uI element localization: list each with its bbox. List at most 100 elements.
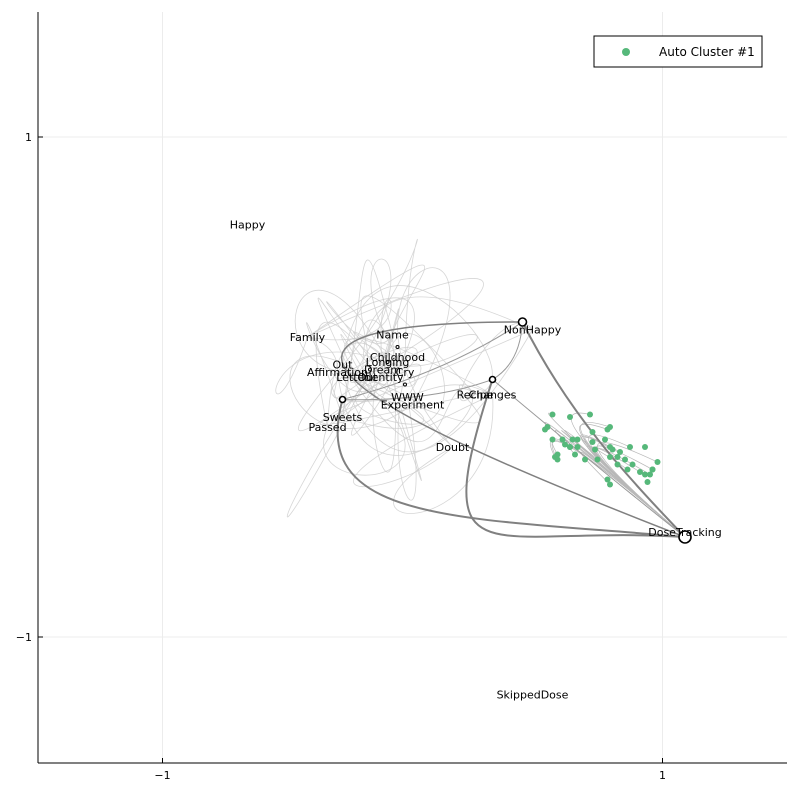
edge-light [307,336,388,399]
tick-labels: −1 1 1 −1 [16,131,666,782]
cluster-point [607,454,613,460]
hub-node [368,367,372,372]
cluster-point [589,429,596,435]
edge-light [307,278,484,363]
cluster-point [549,411,556,418]
cluster-point [649,466,656,473]
node-label: Identity [361,371,404,384]
edge-light [412,384,493,424]
node-label: Changes [469,389,517,402]
node-label: Recipe [457,389,494,402]
node-label: Name [376,329,409,342]
node-label: Sweets [323,411,363,424]
cluster-point [647,471,653,478]
hub-node [517,317,528,327]
edge-heavy [336,399,686,538]
cluster-points [542,411,661,488]
node-label: Doubt [436,441,470,454]
hub-node [678,530,692,544]
cluster-point [642,444,648,450]
edge-cluster [561,430,686,538]
edge-medium [492,321,523,380]
cluster-point [559,436,566,443]
edge-light [337,238,418,373]
cluster-point [569,436,576,443]
node-label: Out [358,371,379,384]
edge-light [382,308,399,378]
cluster-point [589,439,596,445]
cluster-point [562,441,568,448]
legend: Auto Cluster #1 [593,35,763,68]
cluster-point [614,454,621,460]
legend-label: Auto Cluster #1 [659,45,755,59]
cluster-point [542,426,548,433]
edge-light [327,351,398,428]
x-tick-label: 1 [659,769,666,782]
node-label: Out [333,359,354,372]
node-label: Dream [364,364,401,377]
y-tick-label: 1 [25,131,32,144]
cluster-point [654,459,661,465]
edge-light [342,295,476,395]
edge-light [307,264,426,370]
edge-heavy [521,321,686,538]
legend-marker [622,48,630,56]
cluster-point [627,444,633,450]
node-label: DoseTracking [648,526,722,539]
cluster-point [567,414,573,420]
cluster-point [587,411,593,418]
edge-light [315,321,398,428]
cluster-point [574,436,581,443]
edge-light [326,301,393,378]
edge-heavy [465,379,686,538]
node-label: Cry [396,366,415,379]
cluster-point [609,446,616,453]
node-label: Longing [366,356,410,369]
edge-light [382,334,478,370]
cluster-point [607,481,613,488]
edge-light [352,258,398,378]
edge-light [327,371,395,428]
edge-medium [492,379,686,538]
edge-light [319,329,533,426]
node-label: Happy [230,219,266,232]
cluster-point [637,469,643,475]
cluster-point [604,426,611,433]
cluster-point [574,444,581,450]
edge-light [298,363,422,432]
cluster-point [572,451,578,458]
node-label: WWW [391,391,424,404]
edge-light [286,376,368,518]
y-tick-label: −1 [16,631,32,644]
node-label: SkippedDose [497,689,569,702]
cluster-point [582,456,588,463]
hub-nodes [338,317,692,544]
edge-heavy [341,321,686,538]
node-label: NonHappy [504,324,562,337]
axes [37,12,787,764]
node-label: Experiment [381,399,445,412]
x-tick-label: −1 [154,769,170,782]
edge-medium [342,321,523,400]
edge-light [353,394,493,488]
edge-light [331,346,418,402]
cluster-point [554,456,561,463]
edge-medium [342,379,493,401]
node-label: Family [290,331,326,344]
cluster-point [622,456,628,463]
edge-light [275,336,388,395]
legend-box [593,35,763,68]
cluster-point [602,436,608,443]
edge-light [393,394,494,514]
cluster-point [614,461,621,468]
cluster-point [617,449,623,455]
hub-node [488,375,497,384]
hub-node [385,360,390,364]
node-label: Letter [336,371,369,384]
edge-light [289,355,453,448]
cluster-point [554,451,561,458]
cluster-point [604,476,611,483]
hub-node [338,395,347,404]
cluster-point [642,471,648,478]
